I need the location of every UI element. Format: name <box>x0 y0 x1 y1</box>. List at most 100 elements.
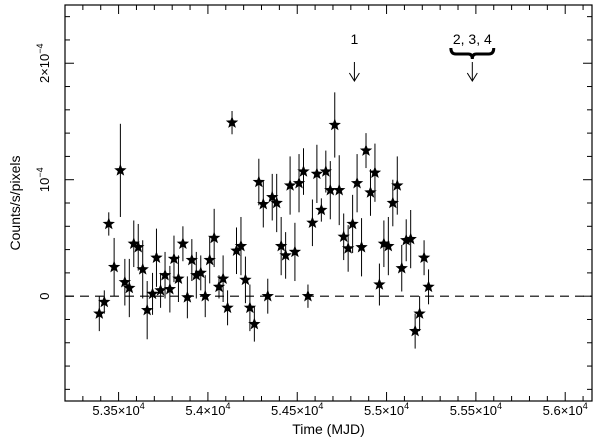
star-marker <box>341 241 355 254</box>
y-tick-label: 2×10−4 <box>35 43 52 83</box>
star-marker <box>123 281 136 294</box>
data-point <box>417 240 431 276</box>
star-marker <box>98 295 111 308</box>
star-marker <box>408 324 422 337</box>
annotation-label: 1 <box>351 31 359 47</box>
star-marker <box>337 230 350 243</box>
data-point <box>306 199 319 247</box>
data-point <box>230 227 243 275</box>
data-point <box>408 313 422 349</box>
star-marker <box>261 289 274 302</box>
x-tick-label: 5.4×104 <box>185 401 230 418</box>
data-point <box>350 154 364 213</box>
data-point <box>216 255 230 302</box>
star-marker <box>172 272 185 284</box>
star-marker <box>355 240 368 253</box>
star-marker <box>127 237 140 250</box>
x-tick-label: 5.55×104 <box>450 401 502 418</box>
star-marker <box>257 197 270 210</box>
data-point <box>395 244 408 292</box>
star-marker <box>216 272 230 284</box>
star-marker <box>203 253 216 266</box>
data-point <box>328 92 341 158</box>
annotation-arrow-head <box>466 72 478 82</box>
star-marker <box>136 262 149 275</box>
axis-ticks <box>65 5 592 401</box>
data-point <box>181 276 194 319</box>
data-point <box>154 272 167 308</box>
star-marker <box>225 116 239 128</box>
data-point <box>172 255 185 302</box>
data-point <box>346 194 359 254</box>
star-marker <box>288 245 302 258</box>
data-point <box>279 232 292 279</box>
data-point <box>341 225 355 272</box>
data-point <box>359 133 373 169</box>
plot-frame <box>64 4 593 402</box>
annotations: 1 2, 3, 4 <box>348 31 496 82</box>
star-marker <box>417 251 431 263</box>
star-marker <box>158 268 172 281</box>
star-marker <box>234 239 248 252</box>
data-point <box>270 173 283 233</box>
data-point <box>114 123 127 217</box>
data-point <box>225 110 239 135</box>
data-point <box>252 158 266 206</box>
star-marker <box>150 251 163 263</box>
data-point <box>140 281 154 340</box>
data-point <box>118 258 132 306</box>
data-point <box>93 296 106 332</box>
data-point <box>274 216 288 276</box>
data-points <box>93 92 435 349</box>
star-marker <box>377 237 391 250</box>
data-point <box>234 216 248 276</box>
data-point <box>404 209 417 269</box>
data-point <box>413 296 426 332</box>
data-point <box>199 275 212 318</box>
star-marker <box>243 301 257 314</box>
star-marker <box>274 239 288 252</box>
x-tick-label: 5.45×104 <box>271 401 323 418</box>
data-point <box>391 156 404 215</box>
data-point <box>98 290 111 314</box>
star-marker <box>252 175 266 188</box>
star-marker <box>315 203 328 216</box>
star-marker <box>368 166 382 178</box>
y-tick-label: 0 <box>37 293 52 300</box>
star-marker <box>114 163 127 176</box>
data-point <box>364 169 377 216</box>
data-point <box>292 154 306 213</box>
x-axis-label: Time (MJD) <box>292 421 365 437</box>
star-marker <box>297 165 310 177</box>
data-point <box>176 226 190 262</box>
star-marker <box>194 266 207 279</box>
data-point <box>257 180 270 228</box>
data-point <box>163 265 177 313</box>
star-marker <box>346 217 359 230</box>
annotation-label: 2, 3, 4 <box>453 31 492 47</box>
star-marker <box>301 289 315 302</box>
star-marker <box>395 261 408 274</box>
star-marker <box>146 287 159 300</box>
star-marker <box>391 179 404 191</box>
star-marker <box>221 301 234 314</box>
annotation-brace <box>449 47 496 60</box>
star-marker <box>359 144 373 156</box>
star-marker <box>107 260 121 273</box>
star-marker <box>185 253 199 266</box>
data-point <box>377 220 391 268</box>
data-point <box>239 256 252 304</box>
data-point <box>207 208 221 268</box>
axis-tick-labels: 5.35×104 5.4×104 5.45×104 5.5×104 5.55×104 5.… <box>35 43 588 418</box>
data-point <box>283 156 297 215</box>
data-point <box>132 223 145 271</box>
star-marker <box>386 196 399 209</box>
star-marker <box>364 186 377 198</box>
star-marker <box>292 176 306 189</box>
star-marker <box>181 290 194 303</box>
star-marker <box>207 231 221 244</box>
data-point <box>261 278 274 314</box>
data-point <box>167 235 181 283</box>
star-marker <box>319 165 332 177</box>
